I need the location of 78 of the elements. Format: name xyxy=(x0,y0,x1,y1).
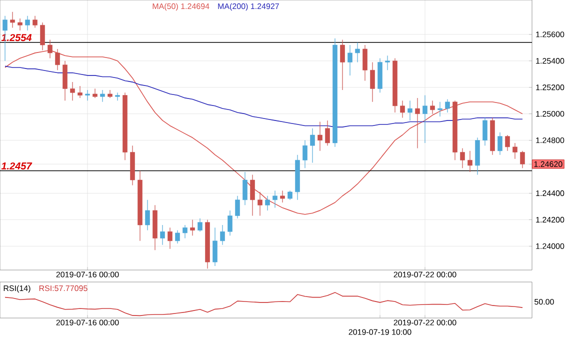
candlestick xyxy=(18,18,22,31)
candlestick xyxy=(115,92,120,101)
candlestick xyxy=(355,42,360,62)
text: 50.00 xyxy=(534,298,554,305)
candlestick xyxy=(400,100,405,118)
ref-line-label: 1.2457 xyxy=(1,162,32,170)
candlestick xyxy=(85,90,90,101)
y-tick-label: 1.24620 xyxy=(534,161,562,167)
y-tick-label: 1.24000 xyxy=(536,243,564,250)
candlestick xyxy=(310,128,315,164)
x-tick-label: 2019-07-22 00:00 xyxy=(394,320,456,326)
candlestick xyxy=(520,150,525,168)
candlestick xyxy=(62,60,68,101)
candlestick xyxy=(168,227,172,250)
candlestick xyxy=(25,16,30,31)
candlestick xyxy=(10,12,15,28)
candlestick xyxy=(460,148,465,168)
candlestick xyxy=(182,224,188,239)
candlestick xyxy=(272,190,278,208)
candlestick xyxy=(348,44,352,76)
ref-line-label: 1.2554 xyxy=(1,34,32,42)
candlestick xyxy=(40,22,45,51)
candlestick xyxy=(362,44,368,82)
candlestick xyxy=(48,39,52,59)
text: MA(50) 1.24694 xyxy=(152,3,210,11)
candlestick xyxy=(512,142,518,160)
y-tick-label: 1.24200 xyxy=(536,216,564,223)
candlestick xyxy=(288,190,292,200)
candlestick xyxy=(145,200,150,231)
candlestick xyxy=(265,196,270,211)
candlestick xyxy=(280,190,285,203)
candlestick xyxy=(445,98,450,113)
candlestick xyxy=(220,224,225,246)
y-tick-label: 1.25000 xyxy=(536,110,564,117)
y-tick-label: 1.25600 xyxy=(536,32,564,38)
candlestick xyxy=(408,100,412,121)
candlestick xyxy=(318,121,322,152)
candlestick xyxy=(340,39,345,90)
candlestick xyxy=(108,90,112,98)
candlestick xyxy=(100,90,105,102)
candlestick xyxy=(78,86,82,98)
y-tick-label: 1.25400 xyxy=(536,58,564,64)
candlestick xyxy=(385,55,390,70)
candlestick xyxy=(370,62,375,102)
candlestick xyxy=(498,132,502,156)
chart-title: RSI(14) xyxy=(4,285,30,293)
x-tick-label: 2019-07-16 00:00 xyxy=(56,320,119,326)
candlestick xyxy=(258,192,262,216)
candlestick xyxy=(190,219,195,236)
candlestick xyxy=(55,48,60,70)
candlestick xyxy=(422,94,428,144)
candlestick xyxy=(430,100,435,114)
x-tick-label: 2019-07-16 00:00 xyxy=(56,272,119,278)
x-tick-label: 2019-07-22 00:00 xyxy=(394,272,456,278)
y-tick-label: 1.24400 xyxy=(536,190,564,196)
text: MA(200) 1.24927 xyxy=(218,3,279,11)
candlestick xyxy=(32,16,38,28)
candlestick xyxy=(212,227,218,266)
series-label: RSI:57.77095 xyxy=(39,285,88,292)
candlestick xyxy=(92,88,98,98)
x-tick-label: 2019-07-19 10:00 xyxy=(348,329,412,335)
y-tick-label: 1.25200 xyxy=(536,84,564,90)
candlestick xyxy=(235,196,240,219)
candlestick xyxy=(482,117,488,146)
candlestick xyxy=(198,218,202,232)
candlestick xyxy=(438,102,442,117)
candlestick xyxy=(415,98,420,149)
candlestick xyxy=(175,230,180,244)
candlestick xyxy=(242,172,248,206)
candlestick xyxy=(160,224,165,246)
y-tick-label: 1.24800 xyxy=(536,137,564,144)
candlestick xyxy=(302,140,308,168)
candlestick xyxy=(505,134,510,152)
candlestick xyxy=(250,174,255,216)
candlestick xyxy=(468,150,472,172)
candlestick xyxy=(228,210,232,236)
candlestick xyxy=(70,82,75,101)
candlestick xyxy=(325,120,330,146)
